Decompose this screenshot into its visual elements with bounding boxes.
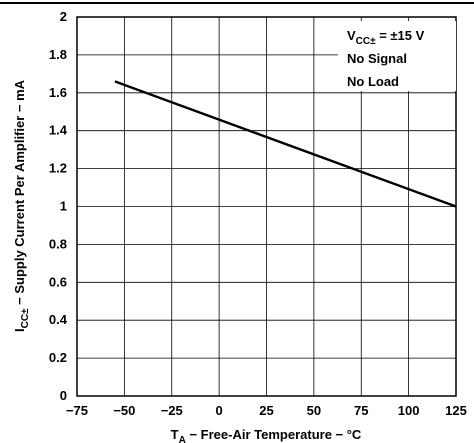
annotation-vcc-sub: CC± bbox=[356, 36, 376, 47]
y-tick-label: 0.2 bbox=[49, 350, 67, 365]
x-tick-label: 125 bbox=[445, 403, 467, 418]
x-tick-label: −25 bbox=[161, 403, 183, 418]
series-line bbox=[114, 80, 457, 208]
x-tick-label: 100 bbox=[398, 403, 420, 418]
y-axis-title: ICC± − Supply Current Per Amplifier − mA bbox=[12, 79, 31, 332]
x-tick-label: 0 bbox=[216, 403, 223, 418]
y-tick-label: 1.4 bbox=[49, 123, 68, 138]
annotation-line-2: No Load bbox=[347, 74, 399, 89]
x-axis-title-sub: A bbox=[179, 435, 186, 443]
annotation-line-1: No Signal bbox=[347, 51, 407, 66]
x-axis-title-rest: − Free-Air Temperature − °C bbox=[186, 427, 362, 442]
x-tick-label: 75 bbox=[354, 403, 368, 418]
x-axis-title: TA − Free-Air Temperature − °C bbox=[171, 427, 362, 443]
y-axis-title-sub: CC± bbox=[20, 308, 31, 328]
y-axis-title-rest: − Supply Current Per Amplifier − mA bbox=[12, 79, 27, 308]
y-tick-label: 0.4 bbox=[49, 312, 68, 327]
y-tick-label: 0 bbox=[60, 388, 67, 403]
series-group bbox=[114, 80, 457, 208]
x-tick-label: 50 bbox=[307, 403, 321, 418]
y-tick-label: 1.8 bbox=[49, 47, 67, 62]
x-tick-label: −75 bbox=[66, 403, 88, 418]
x-tick-label: 25 bbox=[259, 403, 273, 418]
y-tick-label: 0.6 bbox=[49, 274, 67, 289]
x-axis-title-main: T bbox=[171, 427, 179, 442]
y-axis-title-main: I bbox=[12, 328, 27, 332]
y-tick-label: 2 bbox=[60, 9, 67, 24]
x-tick-labels: −75 −50 −25 0 25 50 75 100 125 bbox=[66, 403, 467, 418]
annotation-box bbox=[338, 21, 456, 91]
annotation-vcc: VCC± = ±15 V bbox=[347, 28, 425, 47]
annotation-vcc-rest: = ±15 V bbox=[376, 28, 425, 43]
x-tick-label: −50 bbox=[113, 403, 135, 418]
y-tick-label: 0.8 bbox=[49, 236, 67, 251]
y-tick-label: 1.2 bbox=[49, 161, 67, 176]
y-tick-label: 1.6 bbox=[49, 85, 67, 100]
y-tick-labels: 0 0.2 0.4 0.6 0.8 1 1.2 1.4 1.6 1.8 2 bbox=[49, 9, 68, 403]
y-tick-label: 1 bbox=[60, 199, 67, 214]
annotation-vcc-main: V bbox=[347, 28, 356, 43]
